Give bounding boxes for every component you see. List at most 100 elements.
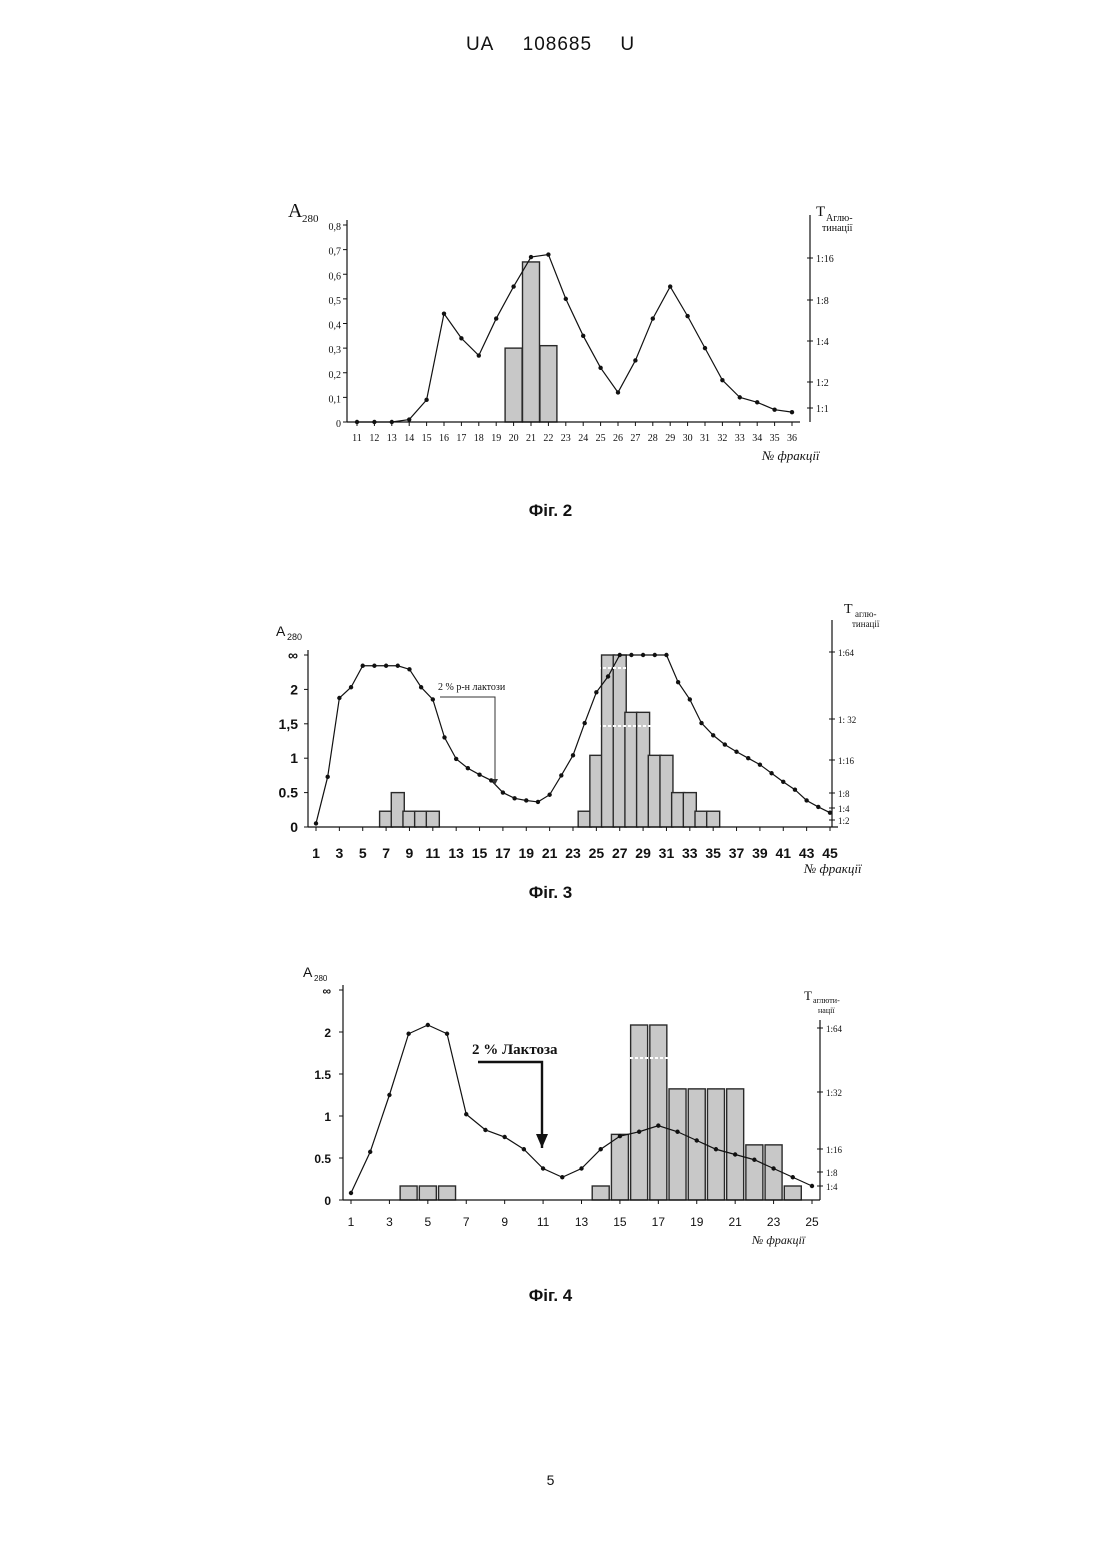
data-point bbox=[445, 1032, 449, 1036]
data-point bbox=[529, 255, 533, 259]
x-tick-label: 19 bbox=[491, 433, 501, 444]
x-tick-label: 23 bbox=[565, 845, 581, 861]
x-tick-label: 26 bbox=[613, 433, 623, 444]
chart-bar bbox=[523, 262, 540, 422]
x-tick-label: 34 bbox=[752, 433, 762, 444]
y-tick-label: 0,3 bbox=[329, 345, 342, 356]
x-tick-label: 41 bbox=[775, 845, 791, 861]
x-tick-label: 20 bbox=[509, 433, 519, 444]
chart-bar bbox=[707, 811, 720, 827]
right-tick-label: 1:16 bbox=[816, 254, 834, 265]
x-tick-label: 23 bbox=[561, 433, 571, 444]
x-tick-label: 35 bbox=[705, 845, 721, 861]
data-point bbox=[546, 252, 550, 256]
data-point bbox=[651, 316, 655, 320]
x-tick-label: 13 bbox=[387, 433, 397, 444]
data-point bbox=[781, 780, 785, 784]
x-axis-title: № фракції bbox=[803, 861, 863, 876]
lactose-annotation: 2 % р-н лактози bbox=[438, 682, 506, 693]
chart-bar bbox=[746, 1145, 763, 1200]
data-point bbox=[442, 311, 446, 315]
right-tick-label: 1:4 bbox=[826, 1182, 838, 1192]
patent-kind: U bbox=[620, 34, 635, 55]
x-tick-label: 43 bbox=[799, 845, 815, 861]
figure-3-caption: Фіг. 3 bbox=[0, 883, 1101, 903]
data-point bbox=[564, 297, 568, 301]
data-point bbox=[454, 757, 458, 761]
data-point bbox=[685, 314, 689, 318]
data-point bbox=[426, 1023, 430, 1027]
x-tick-label: 32 bbox=[717, 433, 727, 444]
data-point bbox=[641, 653, 645, 657]
data-point bbox=[791, 1175, 795, 1179]
data-point bbox=[810, 1184, 814, 1188]
y-left-sub: 280 bbox=[302, 213, 319, 225]
data-point bbox=[368, 1150, 372, 1154]
x-tick-label: 21 bbox=[728, 1215, 742, 1229]
data-point bbox=[431, 697, 435, 701]
right-tick-label: 1:16 bbox=[826, 1145, 843, 1155]
data-point bbox=[579, 1166, 583, 1170]
y-tick-label: 1 bbox=[290, 750, 298, 766]
x-tick-label: 31 bbox=[659, 845, 675, 861]
x-tick-label: 17 bbox=[652, 1215, 666, 1229]
y-tick-label: 2 bbox=[324, 1026, 331, 1040]
data-point bbox=[790, 410, 794, 414]
y-tick-label: 0 bbox=[336, 419, 341, 430]
figure-4-chart: 00.511.52∞1:41:81:161:321:64135791113151… bbox=[0, 955, 1101, 1255]
right-tick-label: 1:32 bbox=[826, 1088, 842, 1098]
data-point bbox=[494, 316, 498, 320]
figure-2-chart: 00,10,20,30,40,50,60,70,81:11:21:41:81:1… bbox=[0, 190, 1101, 490]
data-point bbox=[755, 400, 759, 404]
x-tick-label: 17 bbox=[495, 845, 511, 861]
x-tick-label: 23 bbox=[767, 1215, 781, 1229]
page-number: 5 bbox=[0, 1472, 1101, 1488]
data-point bbox=[502, 1135, 506, 1139]
y-tick-label: 0.5 bbox=[314, 1152, 331, 1166]
data-point bbox=[536, 800, 540, 804]
chart-bar bbox=[505, 348, 522, 422]
right-tick-label: 1:16 bbox=[838, 756, 855, 766]
data-point bbox=[675, 1130, 679, 1134]
x-tick-label: 9 bbox=[406, 845, 414, 861]
chart-bar bbox=[611, 1134, 628, 1200]
x-tick-label: 31 bbox=[700, 433, 710, 444]
data-point bbox=[387, 1093, 391, 1097]
data-point bbox=[407, 417, 411, 421]
data-point bbox=[816, 805, 820, 809]
x-tick-label: 13 bbox=[575, 1215, 589, 1229]
y-right-title-sub2: тинації bbox=[852, 619, 880, 629]
x-tick-label: 13 bbox=[448, 845, 464, 861]
chart-bar bbox=[688, 1089, 705, 1200]
x-tick-label: 16 bbox=[439, 433, 449, 444]
data-point bbox=[501, 790, 505, 794]
x-tick-label: 14 bbox=[404, 433, 414, 444]
x-tick-label: 15 bbox=[613, 1215, 627, 1229]
figure-4-caption: Фіг. 4 bbox=[0, 1286, 1101, 1306]
x-tick-label: 7 bbox=[463, 1215, 470, 1229]
chart-bar bbox=[426, 811, 439, 827]
data-point bbox=[599, 1147, 603, 1151]
x-tick-label: 27 bbox=[612, 845, 628, 861]
x-tick-label: 36 bbox=[787, 433, 797, 444]
chart-bar bbox=[592, 1186, 609, 1200]
x-tick-label: 5 bbox=[424, 1215, 431, 1229]
data-point bbox=[616, 390, 620, 394]
y-tick-label: 0.5 bbox=[279, 785, 299, 801]
data-point bbox=[606, 674, 610, 678]
data-point bbox=[618, 653, 622, 657]
data-point bbox=[664, 653, 668, 657]
y-tick-label: 0,4 bbox=[329, 321, 342, 332]
data-point bbox=[406, 1032, 410, 1036]
data-point bbox=[571, 753, 575, 757]
data-point bbox=[466, 766, 470, 770]
x-axis-title: № фракції bbox=[751, 1233, 806, 1247]
y-tick-label: 0 bbox=[290, 819, 298, 835]
y-tick-label: 2 bbox=[290, 681, 298, 697]
x-tick-label: 15 bbox=[472, 845, 488, 861]
chart-bar bbox=[727, 1089, 744, 1200]
x-tick-label: 37 bbox=[729, 845, 745, 861]
right-tick-label: 1:4 bbox=[816, 337, 829, 348]
data-point bbox=[699, 721, 703, 725]
annotation-arrowhead bbox=[536, 1134, 548, 1148]
